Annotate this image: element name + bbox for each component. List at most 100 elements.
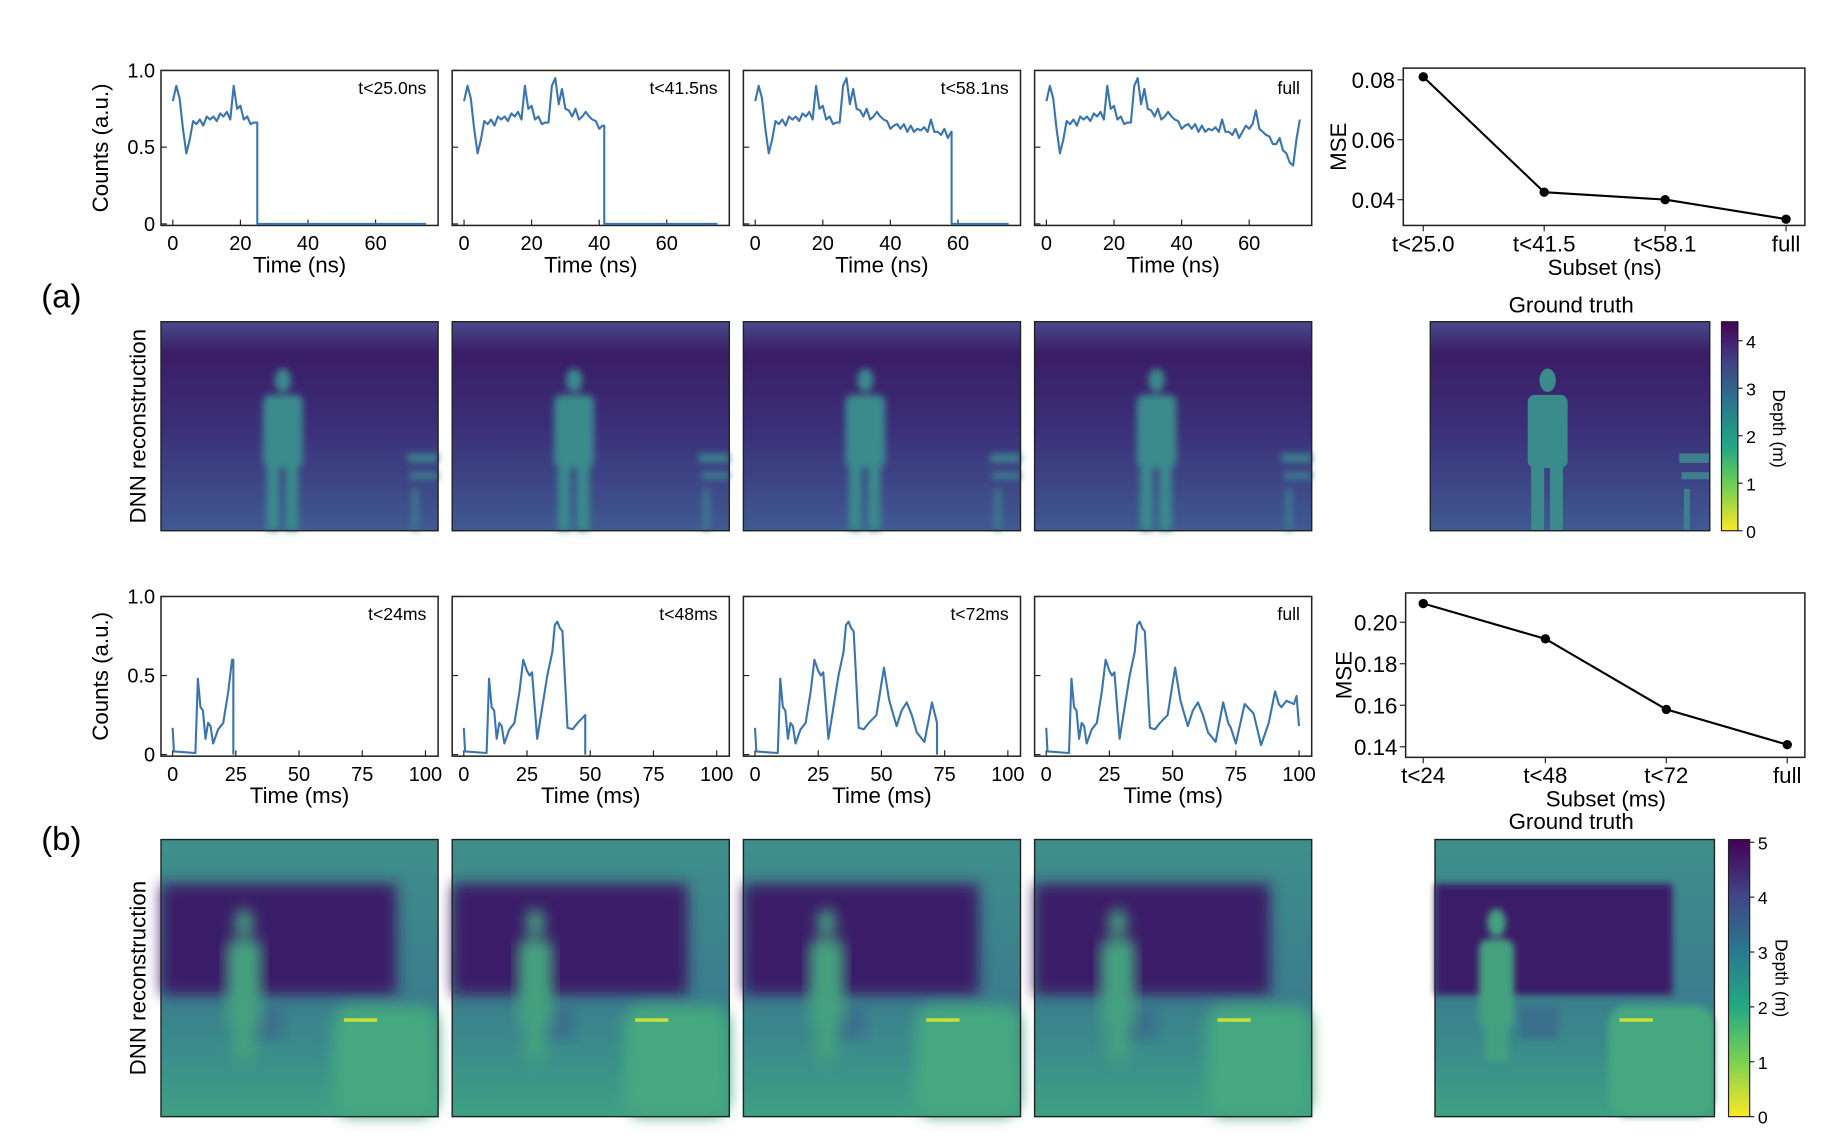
ground-truth-depth-image: [1429, 321, 1711, 532]
colorbar-tick-label: 4: [1758, 888, 1768, 908]
person-silhouette: [1100, 908, 1136, 1062]
person-silhouette: [1527, 368, 1568, 531]
plot-frame: [1402, 67, 1806, 227]
x-tick-label: 60: [947, 233, 969, 255]
sofa: [915, 1005, 1021, 1117]
depth-label-a: Depth (m): [1769, 389, 1789, 467]
highlight: [1217, 1018, 1251, 1022]
x-tick-label: 100: [409, 764, 442, 786]
x-tick-label: 75: [934, 764, 956, 786]
x-tick-label: 20: [229, 233, 251, 255]
counts-series-line: [754, 77, 1009, 225]
subset-annotation: full: [1277, 78, 1300, 98]
x-axis-label: Subset (ms): [1546, 787, 1666, 812]
sofa: [332, 1005, 439, 1117]
x-tick-label: 0: [1041, 233, 1052, 255]
mse-chart: [1397, 67, 1806, 232]
dnn-depth-image: [160, 321, 439, 532]
dnn-depth-image: [160, 838, 439, 1118]
x-tick-label: 75: [642, 764, 664, 786]
person-silhouette: [808, 908, 845, 1062]
colorbar-tick-label: 0: [1746, 522, 1756, 542]
histogram-plot: [1033, 595, 1313, 757]
plot-frame: [1033, 69, 1313, 227]
x-tick-label: 75: [351, 764, 373, 786]
histogram-plot: [742, 595, 1022, 757]
x-tick-label: 25: [516, 764, 538, 786]
dnn-depth-image: [742, 321, 1022, 532]
y-tick-label: 0.5: [127, 666, 155, 688]
x-tick-label: 0: [167, 764, 178, 786]
highlight: [1619, 1018, 1653, 1022]
x-axis-label: Time (ns): [835, 252, 928, 277]
y-tick-label: 0.04: [1352, 188, 1395, 213]
x-tick-label: t<25.0: [1392, 231, 1455, 256]
mse-point: [1661, 704, 1671, 715]
plot-frame: [160, 69, 439, 227]
x-tick-label: 40: [879, 233, 901, 255]
x-axis-label: Time (ms): [832, 783, 932, 808]
depth-colorbar: [1720, 321, 1743, 532]
subset-annotation: t<25.0ns: [358, 78, 426, 98]
dnn-depth-image: [742, 838, 1022, 1118]
y-tick-label: 0.08: [1352, 68, 1395, 93]
x-tick-label: 100: [700, 764, 733, 786]
x-tick-label: 40: [588, 233, 610, 255]
y-tick-label: 1.0: [127, 60, 155, 82]
sofa: [1608, 1005, 1715, 1117]
colorbar-tick-label: 2: [1758, 998, 1768, 1018]
dnn-depth-image: [451, 321, 731, 532]
x-tick-label: 0: [749, 764, 760, 786]
person-silhouette: [1136, 368, 1177, 531]
x-axis-label: Time (ms): [541, 783, 641, 808]
y-tick-label: 0.20: [1354, 610, 1397, 635]
x-tick-label: 25: [807, 764, 829, 786]
x-tick-label: 50: [1162, 764, 1184, 786]
x-tick-label: 100: [991, 764, 1024, 786]
bench: [407, 453, 439, 531]
y-tick-label: 0.16: [1354, 693, 1397, 718]
dnn-depth-image: [1033, 321, 1313, 532]
counts-series-line: [1045, 620, 1301, 755]
counts-series-line: [463, 77, 718, 225]
x-tick-label: 20: [521, 233, 543, 255]
subset-annotation: full: [1277, 604, 1300, 624]
x-tick-label: full: [1772, 231, 1801, 256]
x-tick-label: 20: [812, 233, 834, 255]
dnn-label-a: DNN reconstruction: [126, 329, 151, 524]
x-tick-label: full: [1773, 763, 1802, 788]
x-axis-label: Subset (ns): [1548, 255, 1662, 280]
y-tick-label: 1.0: [127, 587, 155, 609]
x-axis-label: Time (ms): [1123, 783, 1223, 808]
x-tick-label: 40: [1170, 233, 1192, 255]
subset-annotation: t<41.5ns: [650, 78, 718, 98]
x-tick-label: 20: [1103, 233, 1125, 255]
ground-truth-title-b: Ground truth: [1509, 809, 1634, 834]
x-tick-label: t<48: [1523, 763, 1567, 788]
highlight: [926, 1018, 960, 1022]
sofa: [624, 1005, 730, 1117]
y-tick-label: 0.18: [1354, 652, 1397, 677]
x-tick-label: 25: [1098, 764, 1120, 786]
mse-line: [1422, 602, 1788, 746]
x-tick-label: 60: [1238, 233, 1260, 255]
x-tick-label: 100: [1282, 764, 1315, 786]
highlight: [343, 1018, 378, 1022]
histogram-plot: [160, 69, 439, 227]
colorbar-tick-label: 2: [1746, 427, 1756, 447]
y-axis-label: Counts (a.u.): [88, 84, 113, 213]
mse-chart: [1399, 592, 1806, 764]
bench: [698, 453, 730, 531]
dnn-depth-image: [1033, 838, 1313, 1118]
bench: [989, 453, 1021, 531]
counts-series-line: [171, 658, 235, 755]
back-wall: [161, 883, 397, 995]
panel-label-a: (a): [41, 278, 81, 315]
person-silhouette: [1478, 908, 1515, 1062]
bench: [1281, 453, 1312, 531]
counts-series-line: [753, 620, 939, 755]
mse-point: [1540, 634, 1551, 644]
x-tick-label: 50: [288, 764, 310, 786]
subset-annotation: t<72ms: [951, 604, 1009, 624]
